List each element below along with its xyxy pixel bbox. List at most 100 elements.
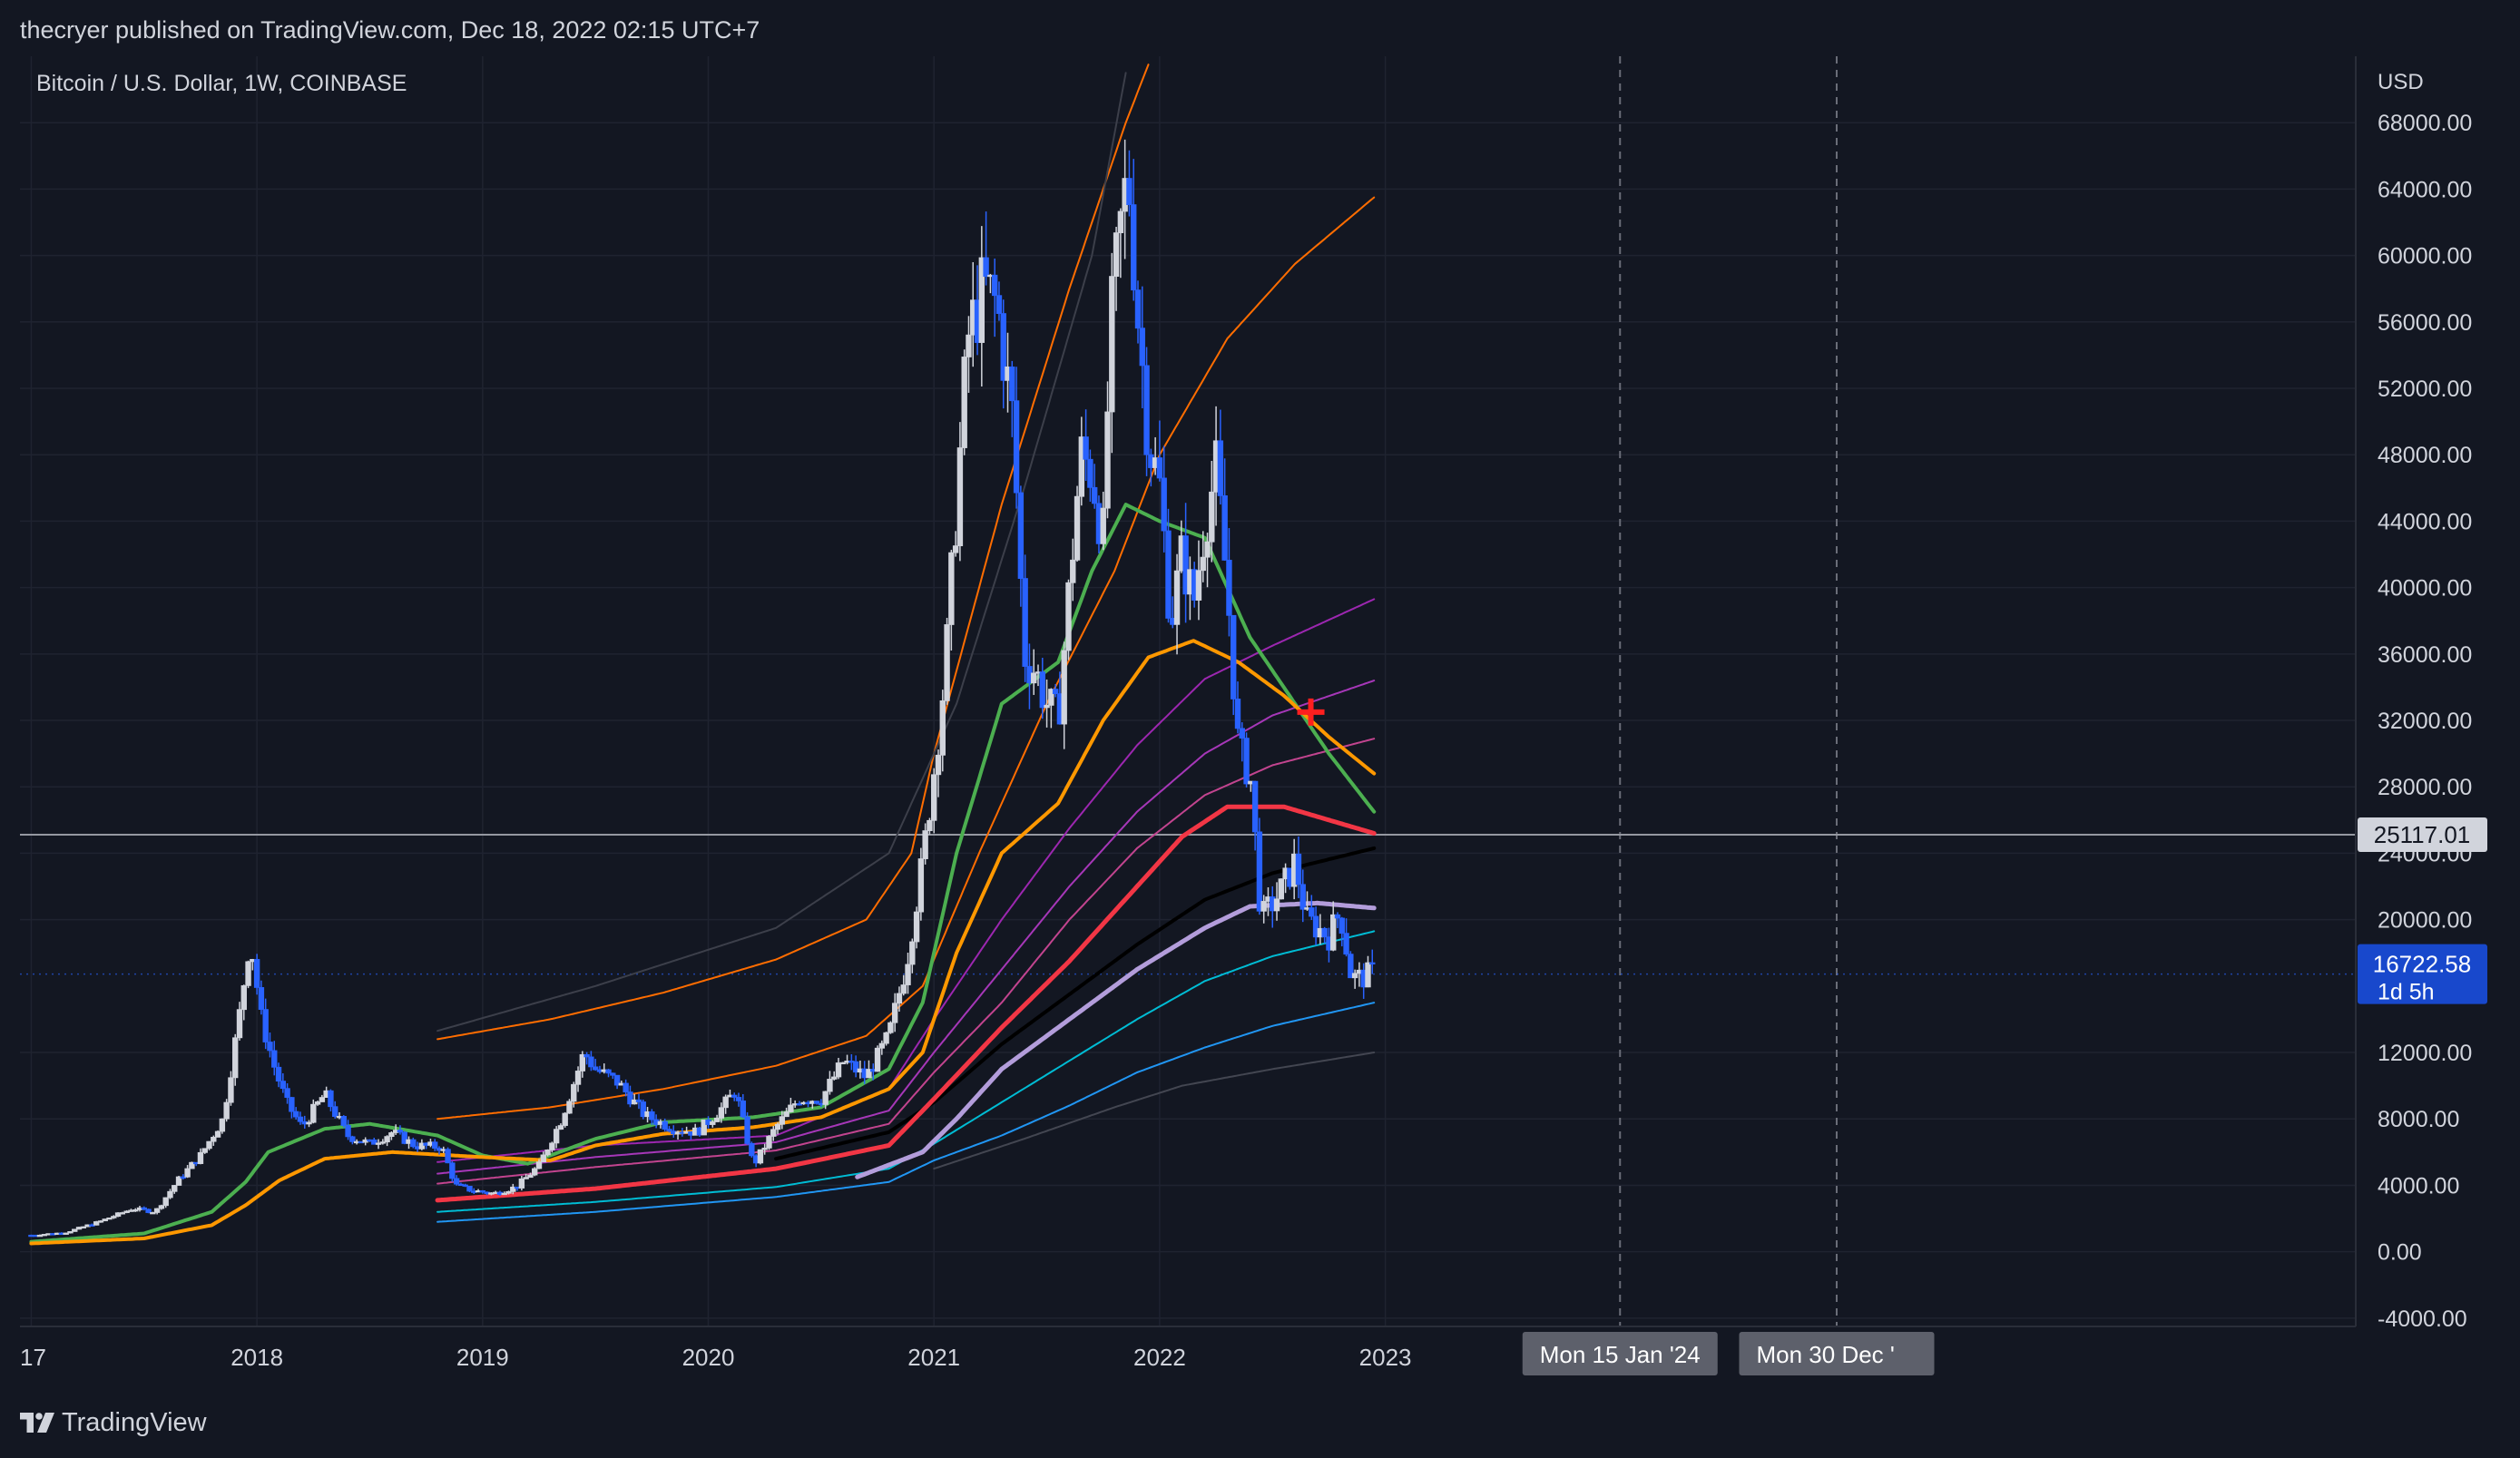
price-tick-label: 20000.00 <box>2378 908 2472 934</box>
price-tick-label: 28000.00 <box>2378 775 2472 800</box>
candle-body <box>1070 559 1076 583</box>
date-marker-label-bg <box>1739 1332 1935 1375</box>
candle-body <box>1039 671 1045 709</box>
candle-body <box>991 274 998 297</box>
tradingview-brand: TradingView <box>62 1407 207 1437</box>
candle-body <box>1209 491 1215 543</box>
tradingview-logo[interactable]: TradingView <box>20 1404 207 1441</box>
candle-body <box>206 1140 212 1150</box>
candle-body <box>939 700 946 756</box>
signal-cross-marker <box>1297 698 1325 726</box>
price-axis-panel <box>2356 56 2520 1381</box>
level-price-label[interactable]: 25117.01 <box>2374 821 2471 848</box>
candle-body <box>1330 914 1337 951</box>
date-marker-label[interactable]: Mon 30 Dec ' <box>1757 1341 1895 1368</box>
moving-average-line <box>933 1052 1376 1170</box>
price-tick-label: 48000.00 <box>2378 443 2472 468</box>
candle-body <box>289 1097 295 1112</box>
candle-body <box>505 1190 512 1194</box>
moving-average-line <box>855 900 1377 1179</box>
candle-body <box>345 1125 351 1138</box>
time-tick-label: 2019 <box>456 1344 509 1371</box>
price-tick-label: 36000.00 <box>2378 642 2472 668</box>
candle-body <box>1309 907 1315 917</box>
date-marker-label[interactable]: Mon 15 Jan '24 <box>1540 1341 1701 1368</box>
candle-body <box>1100 507 1106 544</box>
candle-body <box>501 1192 507 1196</box>
candle-body <box>1061 650 1067 725</box>
candle-body <box>527 1174 534 1179</box>
candle-body <box>479 1189 486 1193</box>
candle-body <box>214 1130 221 1138</box>
candle-body <box>1052 689 1059 695</box>
candle-body <box>623 1082 629 1092</box>
candle-body <box>766 1136 772 1149</box>
candle-body <box>783 1111 789 1118</box>
candle-body <box>1091 486 1098 504</box>
candle-body <box>635 1099 642 1102</box>
candle-body <box>713 1118 721 1122</box>
candle-body <box>935 754 942 776</box>
candle-body <box>1104 411 1111 509</box>
tradingview-logo-icon <box>20 1413 54 1433</box>
candle-body <box>891 1003 898 1023</box>
candle-body <box>466 1185 473 1192</box>
candle-body <box>1017 492 1025 579</box>
candle-body <box>1231 614 1237 700</box>
candle-body <box>175 1176 182 1186</box>
axis-corner <box>2356 1326 2520 1390</box>
candle-body <box>978 257 985 343</box>
candle-body <box>1139 328 1145 367</box>
candle-body <box>1000 313 1006 381</box>
candle-body <box>279 1081 287 1090</box>
candle-body <box>172 1185 178 1192</box>
candle-body <box>72 1228 78 1232</box>
candle-body <box>223 1101 230 1120</box>
candle-body <box>1365 962 1371 988</box>
candle-body <box>1078 436 1085 497</box>
candle-body <box>397 1130 404 1133</box>
price-tick-label: 32000.00 <box>2378 709 2472 734</box>
candle-body <box>1165 530 1172 619</box>
moving-average-line <box>436 680 1376 1175</box>
candle-body <box>1087 458 1093 488</box>
candle-body <box>518 1178 525 1189</box>
candle-body <box>822 1091 829 1105</box>
candle-body <box>662 1120 668 1130</box>
candle-body <box>97 1220 104 1223</box>
candle-body <box>1243 738 1250 785</box>
candle-body <box>432 1141 438 1149</box>
candle-body <box>948 552 955 625</box>
candle-body <box>761 1147 768 1150</box>
candle-body <box>1044 704 1050 709</box>
candle-body <box>1195 570 1202 601</box>
candle-body <box>1234 699 1241 729</box>
candle-body <box>995 295 1003 314</box>
candle-body <box>410 1139 417 1148</box>
candle-body <box>1299 884 1306 910</box>
price-tick-label: 12000.00 <box>2378 1041 2472 1066</box>
candle-body <box>774 1123 781 1130</box>
last-price-label-bg <box>2358 944 2487 1004</box>
candle-body <box>610 1072 616 1076</box>
last-price-value[interactable]: 16722.58 <box>2373 951 2471 978</box>
candle-body <box>340 1116 347 1126</box>
candle-body <box>189 1161 195 1169</box>
candle-body <box>1173 570 1181 625</box>
candle-body <box>111 1216 117 1218</box>
candle-body <box>613 1074 621 1086</box>
candle-body <box>627 1091 633 1105</box>
candle-body <box>1131 204 1137 291</box>
candle-body <box>922 830 928 859</box>
candle-body <box>292 1111 299 1118</box>
candle-body <box>744 1116 750 1144</box>
candle-body <box>1217 440 1224 496</box>
candle-body <box>649 1111 655 1120</box>
candle-body <box>1074 495 1081 561</box>
candle-body <box>1143 365 1150 455</box>
candle-body <box>917 858 925 913</box>
candle-body <box>874 1047 881 1072</box>
moving-average-line <box>436 72 1127 1032</box>
candle-body <box>701 1119 707 1136</box>
